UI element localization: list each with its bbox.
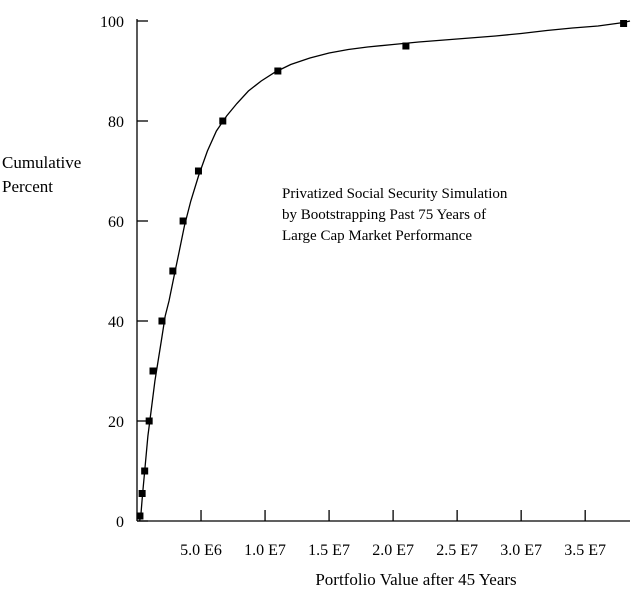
data-marker-3 bbox=[146, 418, 153, 425]
data-marker-6 bbox=[169, 268, 176, 275]
x-tick-label-5: 3.0 E7 bbox=[500, 542, 542, 559]
annotation-line-2: by Bootstrapping Past 75 Years of bbox=[282, 207, 486, 223]
y-tick-label-80: 80 bbox=[108, 114, 124, 131]
y-tick-label-40: 40 bbox=[108, 314, 124, 331]
data-markers bbox=[136, 20, 627, 520]
y-axis-title-line-1: Cumulative bbox=[2, 153, 81, 172]
data-marker-1 bbox=[139, 490, 146, 497]
x-tick-label-1: 1.0 E7 bbox=[244, 542, 286, 559]
data-marker-8 bbox=[195, 168, 202, 175]
data-marker-5 bbox=[158, 318, 165, 325]
y-axis-ticks: 0 20 40 60 80 100 bbox=[100, 14, 148, 531]
data-marker-7 bbox=[180, 218, 187, 225]
annotation-line-3: Large Cap Market Performance bbox=[282, 228, 472, 244]
y-tick-label-100: 100 bbox=[100, 14, 124, 31]
annotation-line-1: Privatized Social Security Simulation bbox=[282, 186, 508, 202]
x-tick-label-3: 2.0 E7 bbox=[372, 542, 414, 559]
x-tick-label-2: 1.5 E7 bbox=[308, 542, 350, 559]
data-marker-11 bbox=[402, 43, 409, 50]
data-marker-4 bbox=[150, 368, 157, 375]
y-tick-label-60: 60 bbox=[108, 214, 124, 231]
data-marker-0 bbox=[136, 513, 143, 520]
y-tick-label-0: 0 bbox=[116, 514, 124, 531]
data-marker-9 bbox=[219, 118, 226, 125]
axes bbox=[137, 19, 630, 521]
x-axis-title: Portfolio Value after 45 Years bbox=[315, 570, 516, 589]
x-tick-label-0: 5.0 E6 bbox=[180, 542, 222, 559]
data-marker-12 bbox=[620, 20, 627, 27]
x-tick-label-4: 2.5 E7 bbox=[436, 542, 478, 559]
x-axis-ticks: 5.0 E6 1.0 E7 1.5 E7 2.0 E7 2.5 E7 3.0 E7 3.5 … bbox=[180, 510, 606, 559]
x-tick-label-6: 3.5 E7 bbox=[564, 542, 606, 559]
y-tick-label-20: 20 bbox=[108, 414, 124, 431]
data-marker-2 bbox=[141, 468, 148, 475]
cumulative-distribution-line bbox=[140, 21, 630, 521]
data-marker-10 bbox=[274, 68, 281, 75]
y-axis-title-line-2: Percent bbox=[2, 177, 53, 196]
